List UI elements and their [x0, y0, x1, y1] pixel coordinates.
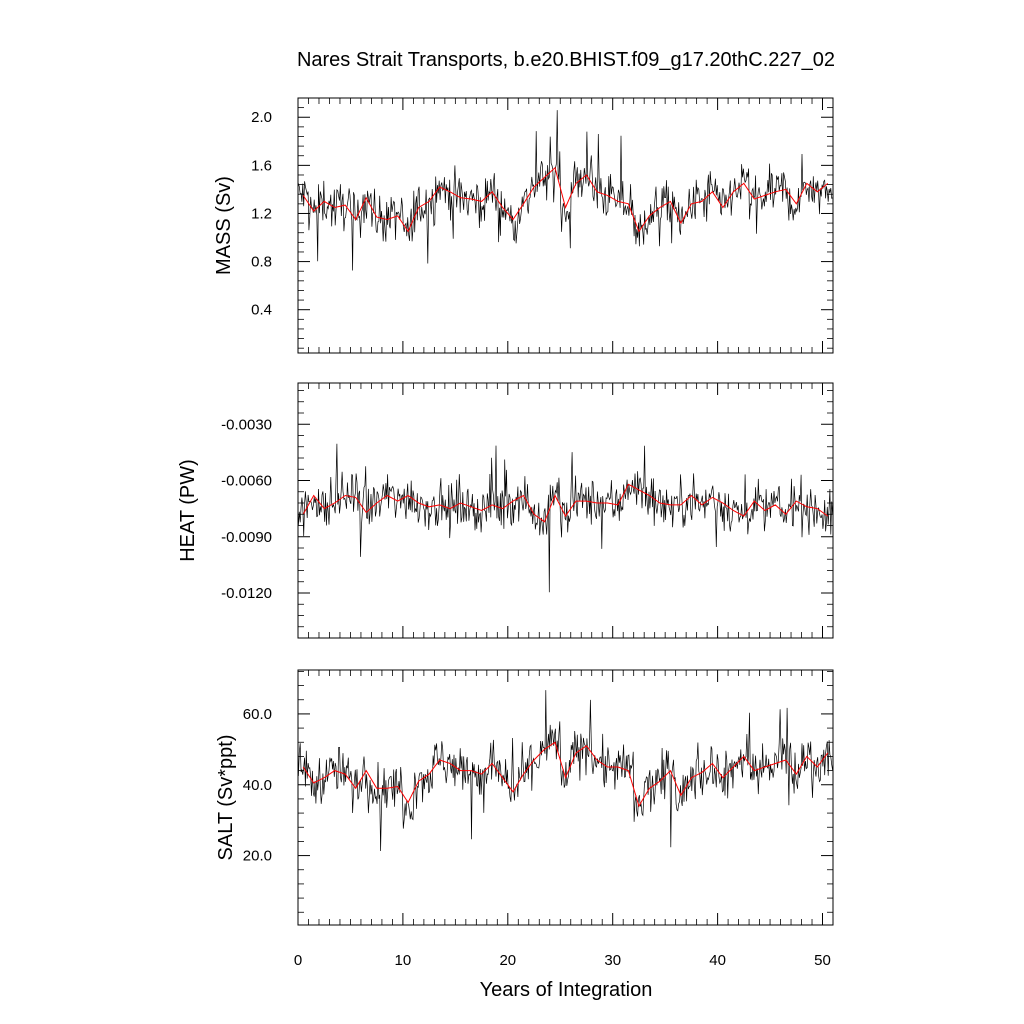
salt-y-axis-ticks: 20.0 40.0 60.0: [243, 671, 833, 913]
heat-annual-mean-line: [302, 483, 829, 523]
salt-annual-series-layer: [302, 741, 829, 808]
heat-y-tick-label: -0.0030: [221, 416, 272, 433]
chart-title: Nares Strait Transports, b.e20.BHIST.f09…: [297, 49, 835, 71]
mass-panel: 0.4 0.8 1.2 1.6 2.0 MASS (Sv): [213, 97, 834, 354]
x-axis-tick-labels: 0 10 20 30 40 50: [294, 952, 831, 969]
salt-monthly-line: [298, 690, 833, 852]
heat-y-axis-ticks: -0.0030 -0.0060 -0.0090 -0.0120: [221, 390, 833, 628]
mass-x-axis-ticks: [297, 98, 834, 353]
salt-y-tick-label: 40.0: [243, 777, 272, 794]
x-tick-label: 20: [499, 952, 516, 969]
x-axis-label: Years of Integration: [480, 979, 653, 1001]
salt-y-axis-label: SALT (Sv*ppt): [215, 735, 237, 861]
mass-y-axis-ticks: 0.4 0.8 1.2 1.6 2.0: [251, 107, 833, 349]
heat-x-axis-ticks: [297, 383, 834, 638]
x-tick-label: 40: [709, 952, 726, 969]
mass-annual-series-layer: [302, 166, 829, 233]
heat-plot-frame: [297, 382, 834, 639]
mass-plot-frame: [297, 97, 834, 354]
x-tick-label: 10: [395, 952, 412, 969]
x-tick-label: 30: [604, 952, 621, 969]
mass-monthly-line: [298, 110, 833, 271]
mass-y-tick-label: 0.4: [251, 302, 272, 319]
mass-y-tick-label: 1.2: [251, 205, 272, 222]
mass-y-tick-label: 0.8: [251, 254, 272, 271]
heat-panel: -0.0030 -0.0060 -0.0090 -0.0120 HEAT (PW): [177, 382, 834, 639]
heat-y-tick-label: -0.0060: [221, 473, 272, 490]
heat-y-tick-label: -0.0120: [221, 585, 272, 602]
mass-y-axis-label: MASS (Sv): [213, 176, 235, 275]
heat-y-axis-label: HEAT (PW): [177, 459, 199, 562]
x-tick-label: 0: [294, 952, 302, 969]
mass-annual-mean-line: [302, 166, 829, 233]
salt-y-tick-label: 60.0: [243, 706, 272, 723]
heat-annual-series-layer: [302, 483, 829, 523]
heat-y-tick-label: -0.0090: [221, 529, 272, 546]
salt-annual-mean-line: [302, 741, 829, 808]
mass-monthly-series-layer: [298, 110, 833, 271]
heat-monthly-series-layer: [298, 443, 833, 593]
mass-y-tick-label: 1.6: [251, 157, 272, 174]
salt-y-tick-label: 20.0: [243, 848, 272, 865]
salt-x-axis-ticks: [297, 670, 834, 925]
x-tick-label: 50: [814, 952, 831, 969]
heat-monthly-line: [298, 443, 833, 593]
salt-monthly-series-layer: [298, 690, 833, 852]
mass-y-tick-label: 2.0: [251, 109, 272, 126]
salt-plot-frame: [297, 669, 834, 926]
salt-panel: 20.0 40.0 60.0 SALT (Sv*ppt): [215, 669, 834, 926]
